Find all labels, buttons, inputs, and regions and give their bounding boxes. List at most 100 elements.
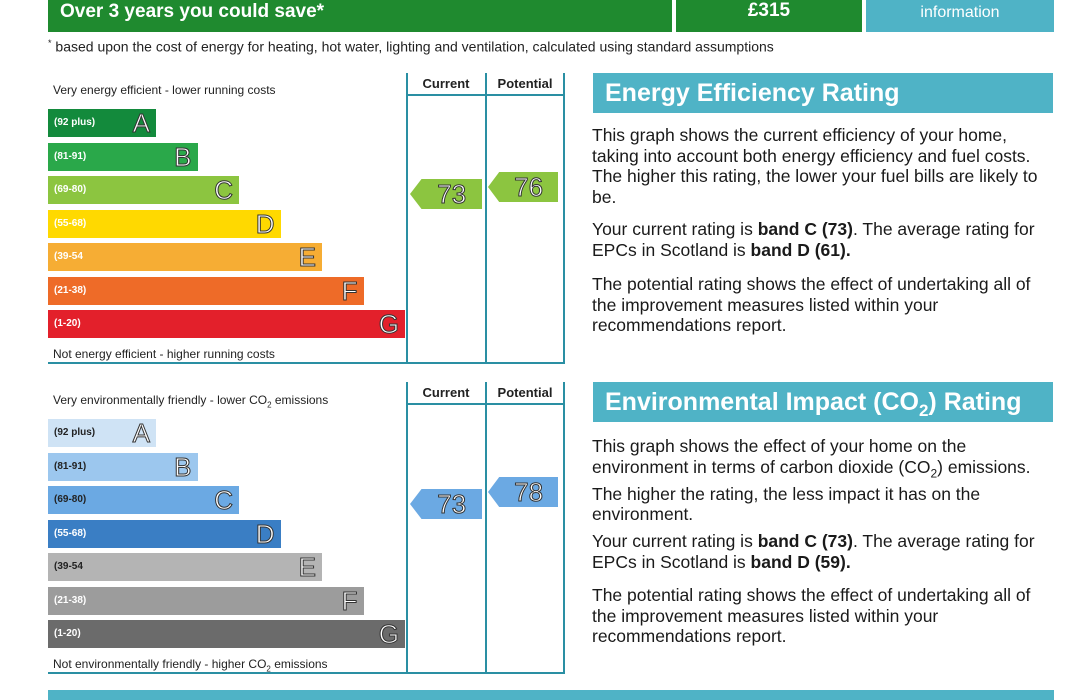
env-potential-header: Potential [497,385,553,400]
bottom-strip [48,690,1054,700]
env-band-letter: A [132,418,150,449]
env-panel-text: This graph shows the effect of your home… [592,436,967,477]
env-current-header: Current [422,385,470,400]
env-panel-paragraph: This graph shows the effect of your home… [592,436,1048,525]
env-panel-rating-paragraph: Your current rating is band C (73). The … [592,531,1048,572]
env-band-range: (92 plus) [54,427,96,438]
savings-banner: Over 3 years you could save* [48,0,672,32]
energy-band-range: (39-54 [54,251,83,262]
energy-band-d: (55-68) D [48,208,281,239]
energy-band-range: (69-80) [54,184,87,195]
energy-band-c: (69-80) C [48,175,239,206]
env-current-value: 73 [437,489,467,519]
energy-band-f: (21-38) F [48,275,364,306]
env-rating-text-mid: . The average rating for EPCs in Scotlan… [592,531,1035,572]
footnote: * based upon the cost of energy for heat… [48,38,774,55]
energy-band-range: (92 plus) [54,117,96,128]
env-current-rating-arrow: 73 [410,489,482,519]
footnote-marker: * [48,38,52,48]
footnote-text: based upon the cost of energy for heatin… [55,38,774,55]
energy-rating-text: Your current rating is [592,219,758,239]
env-average-band: band D (59). [750,551,851,572]
energy-band-letter: A [132,108,150,139]
env-potential-value: 78 [514,477,544,507]
energy-current-band: band C (73) [757,219,853,239]
information-button[interactable]: information [866,0,1054,32]
env-band-e: (39-54 E [48,552,322,583]
energy-band-letter: F [341,275,358,306]
energy-panel-title: Energy Efficiency Rating [593,73,1053,113]
energy-band-e: (39-54 E [48,242,322,273]
env-band-range: (81-91) [54,460,87,472]
energy-current-rating-arrow: 73 [410,179,482,209]
energy-band-b: (81-91) B [48,141,198,172]
energy-bottom-label: Not energy efficient - higher running co… [53,347,275,361]
energy-divider [563,73,565,364]
energy-band-range: (1-20) [54,318,81,329]
env-band-range: (39-54 [54,561,83,572]
env-bottom-label: Not environmentally friendly - higher CO… [53,657,328,673]
env-band-range: (1-20) [54,628,81,639]
savings-text: Over 3 years you could save* [60,1,325,22]
energy-current-header: Current [422,76,470,91]
energy-potential-header: Potential [497,76,553,91]
energy-band-a: (92 plus) A [48,108,156,139]
energy-band-letter: B [174,141,192,172]
energy-panel-paragraph: This graph shows the current efficiency … [592,125,1038,207]
env-top-label-post: emissions [271,393,329,407]
env-band-letter: C [214,485,234,516]
energy-band-letter: G [378,309,399,340]
env-rating-text: Your current rating is [592,531,758,551]
energy-band-range: (55-68) [54,217,87,229]
env-band-range: (21-38) [54,594,87,606]
env-bottom-label-text: Not environmentally friendly - higher CO [53,657,267,671]
energy-divider [406,73,408,364]
energy-band-range: (21-38) [54,284,87,296]
env-potential-rating-arrow: 78 [488,477,558,507]
information-button-label: information [920,4,1000,21]
env-band-g: (1-20) G [48,619,405,650]
energy-band-g: (1-20) G [48,309,405,340]
energy-header-rule [406,94,565,96]
env-bottom-label-sub: 2 [266,664,271,674]
env-panel-title: Environmental Impact (CO2) Rating [593,382,1053,422]
energy-average-band: band D (61). [750,239,851,260]
energy-current-value: 73 [437,179,467,209]
env-bottom-rule [48,672,565,674]
env-divider [485,382,487,674]
env-panel-text-sub: 2 [930,466,938,480]
env-band-b: (81-91) B [48,451,198,482]
env-panel-potential-paragraph: The potential rating shows the effect of… [592,585,1031,646]
env-divider [563,382,565,674]
energy-bottom-rule [48,362,565,364]
env-header-rule [406,403,565,405]
env-bottom-label-post: emissions [270,657,328,671]
env-band-f: (21-38) F [48,585,364,616]
energy-band-letter: E [298,242,316,273]
env-band-letter: D [255,518,275,549]
energy-band-letter: D [255,208,275,239]
energy-panel-potential-paragraph: The potential rating shows the effect of… [592,274,1031,335]
env-panel-text-post: ) emissions. The higher the rating, the … [592,456,1031,525]
env-band-range: (55-68) [54,527,87,539]
env-band-a: (92 plus) A [48,418,156,449]
env-top-label: Very environmentally friendly - lower CO… [53,393,328,409]
energy-top-label: Very energy efficient - lower running co… [53,83,276,97]
energy-panel-rating-paragraph: Your current rating is band C (73). The … [592,219,1048,260]
env-band-d: (55-68) D [48,518,281,549]
env-band-letter: F [341,585,358,616]
env-band-letter: E [298,552,316,583]
env-current-band: band C (73) [757,531,853,551]
env-top-label-sub: 2 [267,400,272,410]
energy-potential-rating-arrow: 76 [488,172,558,202]
energy-band-letter: C [214,175,234,206]
env-band-range: (69-80) [54,494,87,505]
env-panel-title-text: Environmental Impact (CO [605,388,919,416]
env-panel-title-post: ) Rating [928,388,1022,416]
energy-divider [485,73,487,364]
env-divider [406,382,408,674]
env-panel-title-sub: 2 [918,401,929,420]
savings-amount: £315 [676,0,862,32]
energy-rating-text-mid: . The average rating for EPCs in Scotlan… [592,219,1035,260]
env-band-c: (69-80) C [48,485,239,516]
